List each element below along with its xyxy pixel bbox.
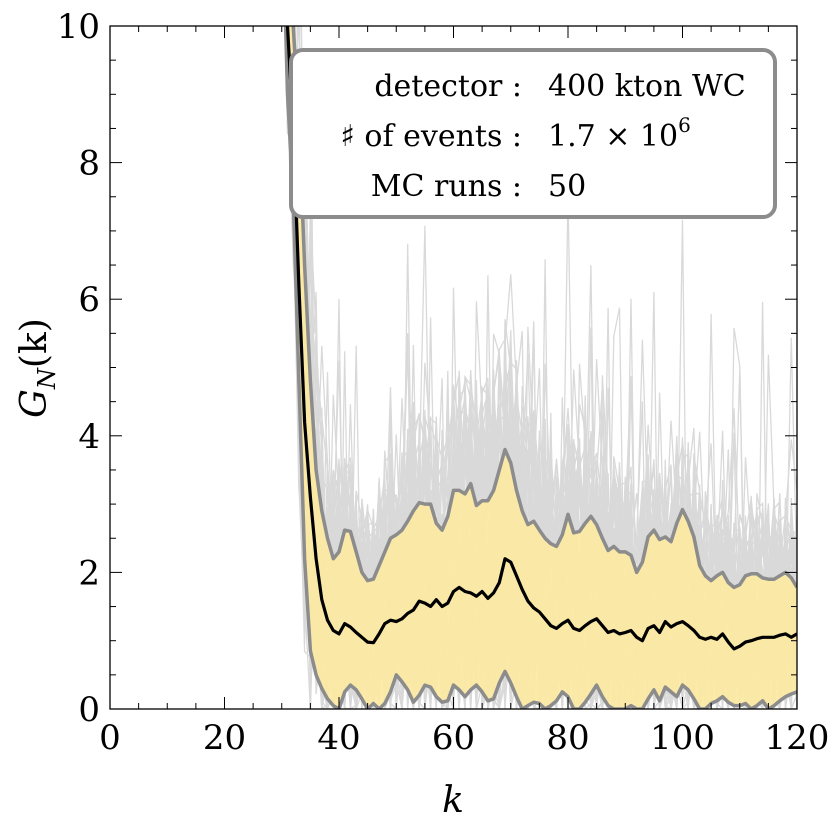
axes-layer: 0 20 40 60 80 100 120 0 2 4 6 8 10 [57,7,830,758]
y-tick-label: 10 [57,7,100,47]
y-tick-label: 6 [78,280,100,320]
y-axis-title-sub: N [33,367,61,390]
y-tick-label: 0 [78,690,100,730]
legend-value-mc-runs: 50 [548,169,586,204]
x-tick-label: 80 [546,718,589,758]
y-tick-label: 4 [78,417,100,457]
legend-value-events-exp: 6 [678,113,691,137]
legend-value-detector: 400 kton WC [548,69,746,104]
confidence-band [285,26,797,709]
legend-value-events: 1.7 × 106 [548,113,691,154]
legend-value-events-base: 1.7 × 10 [548,119,678,154]
x-tick-label: 100 [650,718,715,758]
legend-label-events: ♯ of events : [340,119,522,154]
y-axis-title-main: G [14,389,55,418]
mc-run-line [285,26,797,709]
legend-frame [289,48,777,219]
x-tick-label: 60 [432,718,475,758]
mean-line [285,26,797,651]
y-tick-label: 8 [78,144,100,184]
y-axis-title: GN(k) [14,318,61,418]
legend-label-mc-runs: MC runs : [371,169,522,204]
legend-label-detector: detector : [374,69,522,104]
svg-text:GN(k): GN(k) [14,318,61,418]
x-tick-label: 120 [765,718,830,758]
x-tick-label: 0 [99,718,121,758]
mc-run-line [284,26,797,709]
y-axis-title-arg: (k) [14,318,55,368]
band-upper-edge [291,26,797,590]
x-tick-label: 40 [317,718,360,758]
y-tick-label: 2 [78,553,100,593]
legend-box: detector : 400 kton WC ♯ of events : 1.7… [289,48,777,219]
x-tick-label: 20 [203,718,246,758]
x-axis-title: k [442,780,464,821]
